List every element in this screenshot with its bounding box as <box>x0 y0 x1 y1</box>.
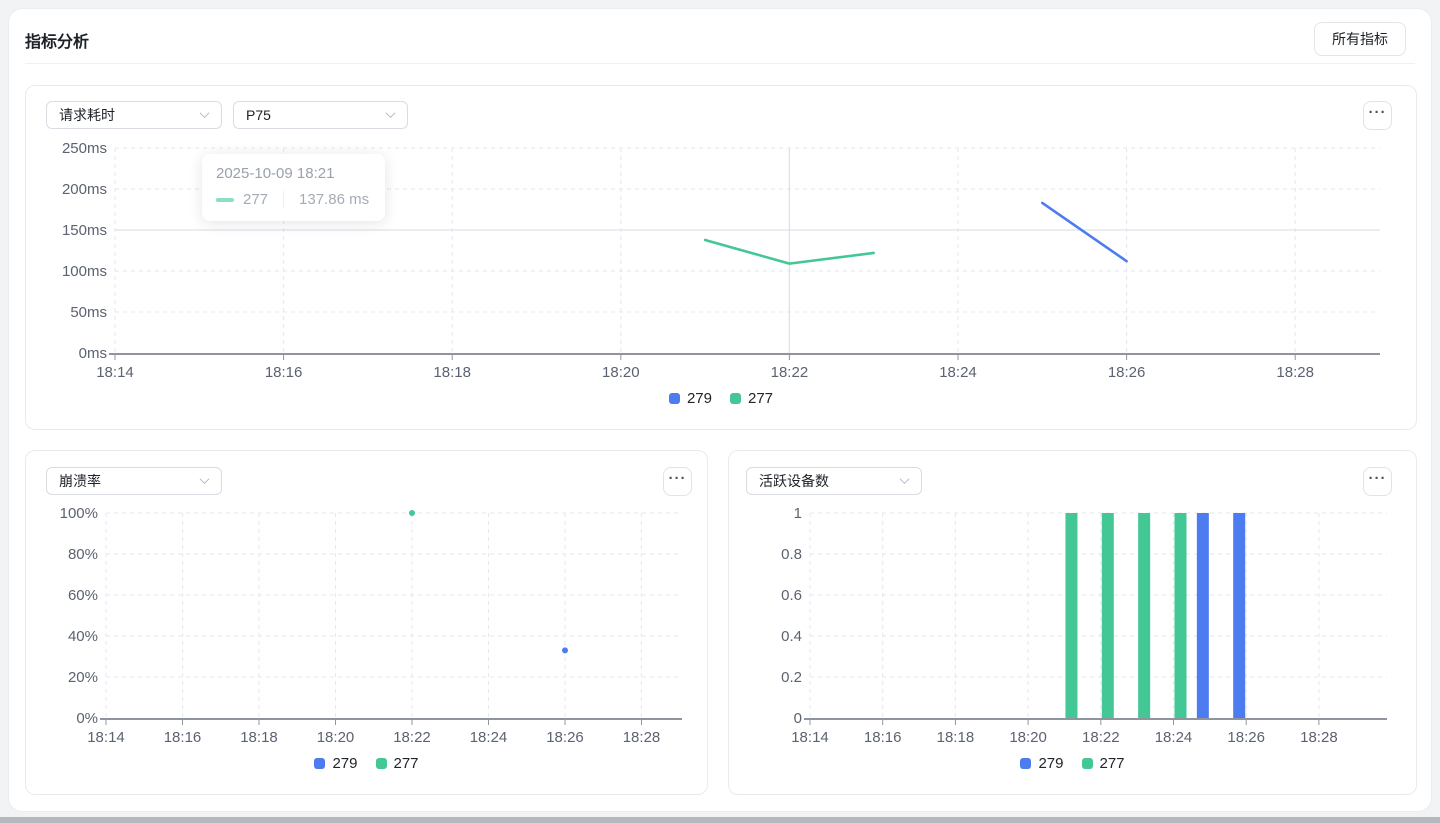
legend-swatch <box>1020 758 1032 769</box>
page-title: 指标分析 <box>25 34 90 51</box>
legend-label: 279 <box>332 755 358 772</box>
svg-text:18:18: 18:18 <box>937 729 975 746</box>
legend-swatch <box>1081 758 1093 769</box>
legend-label: 277 <box>748 390 774 407</box>
chevron-down-icon <box>899 474 910 485</box>
window-bottom-edge <box>0 817 1440 823</box>
legend-item-277[interactable]: 277 <box>730 390 773 407</box>
metric-select-value: 活跃设备数 <box>759 473 829 489</box>
chevron-down-icon <box>199 108 210 119</box>
svg-text:18:24: 18:24 <box>939 364 977 381</box>
svg-text:18:24: 18:24 <box>470 729 508 746</box>
svg-text:0ms: 0ms <box>79 345 107 362</box>
svg-text:18:26: 18:26 <box>1227 729 1265 746</box>
svg-text:18:16: 18:16 <box>265 364 303 381</box>
svg-text:50ms: 50ms <box>70 304 107 321</box>
svg-text:18:28: 18:28 <box>1300 729 1338 746</box>
svg-text:40%: 40% <box>68 628 98 645</box>
svg-text:18:20: 18:20 <box>317 729 355 746</box>
svg-text:20%: 20% <box>68 669 98 686</box>
chevron-down-icon <box>385 108 396 119</box>
svg-text:100%: 100% <box>60 505 98 522</box>
svg-text:250ms: 250ms <box>62 140 107 157</box>
tooltip-title: 2025-10-09 18:21 <box>216 165 335 182</box>
legend-swatch <box>314 758 326 769</box>
metric-select[interactable]: 请求耗时 <box>46 101 222 129</box>
svg-text:18:18: 18:18 <box>240 729 278 746</box>
legend: 279 277 <box>26 755 707 772</box>
svg-text:18:14: 18:14 <box>791 729 829 746</box>
metric-select-value: 请求耗时 <box>59 107 115 123</box>
ellipsis-icon: ··· <box>1368 469 1387 487</box>
legend-label: 279 <box>686 390 712 407</box>
latency-chart-canvas: 0ms 50ms 100ms 150ms 200ms 250ms 18:14 18:16 18:… <box>62 140 1380 381</box>
svg-text:18:26: 18:26 <box>1108 364 1146 381</box>
svg-text:18:20: 18:20 <box>1009 729 1047 746</box>
percentile-select-value: P75 <box>246 107 271 123</box>
svg-text:18:14: 18:14 <box>87 729 125 746</box>
svg-text:18:28: 18:28 <box>623 729 661 746</box>
legend-swatch <box>375 758 387 769</box>
ellipsis-icon: ··· <box>668 469 687 487</box>
svg-text:18:18: 18:18 <box>433 364 471 381</box>
svg-text:0.6: 0.6 <box>781 587 802 604</box>
latency-chart-card: 请求耗时 P75 ··· 0ms 50ms 100ms 150ms 200ms 250ms… <box>25 85 1417 430</box>
metric-select[interactable]: 崩溃率 <box>46 467 222 495</box>
svg-text:100ms: 100ms <box>62 263 107 280</box>
svg-text:200ms: 200ms <box>62 181 107 198</box>
legend-item-279[interactable]: 279 <box>1020 755 1064 772</box>
metric-analysis-panel: 指标分析 所有指标 请求耗时 P75 ··· 0ms 50ms 100ms 150ms… <box>8 8 1432 812</box>
svg-text:60%: 60% <box>68 587 98 604</box>
svg-text:150ms: 150ms <box>62 222 107 239</box>
more-options-button[interactable]: ··· <box>1363 467 1392 496</box>
header-divider <box>25 63 1415 64</box>
svg-text:18:16: 18:16 <box>864 729 902 746</box>
svg-text:18:14: 18:14 <box>96 364 134 381</box>
crash-rate-chart-card: 崩溃率 ··· 0% 20% 40% 60% 80% 100% 18:14 18:16 18:1… <box>25 450 708 795</box>
svg-text:0.8: 0.8 <box>781 546 802 563</box>
tooltip-series-marker <box>216 197 234 202</box>
metric-select[interactable]: 活跃设备数 <box>746 467 922 495</box>
legend-label: 277 <box>393 755 419 772</box>
tooltip-series-row: 277 137.86 ms <box>216 191 369 208</box>
svg-text:0.2: 0.2 <box>781 669 802 686</box>
legend-item-279[interactable]: 279 <box>314 755 358 772</box>
percentile-select[interactable]: P75 <box>233 101 408 129</box>
svg-text:18:22: 18:22 <box>1082 729 1120 746</box>
legend-label: 279 <box>1038 755 1064 772</box>
active-devices-chart-card: 活跃设备数 ··· 0 0.2 0.4 0.6 0.8 1 18:14 18:16 18:18 1… <box>728 450 1417 795</box>
active-devices-chart-canvas: 0 0.2 0.4 0.6 0.8 1 18:14 18:16 18:18 18:20 18:22 1… <box>781 505 1387 746</box>
more-options-button[interactable]: ··· <box>1363 101 1392 130</box>
svg-text:18:22: 18:22 <box>393 729 431 746</box>
metric-select-value: 崩溃率 <box>59 473 101 489</box>
legend-item-279[interactable]: 279 <box>668 390 712 407</box>
legend: 279 277 <box>729 755 1416 772</box>
legend-swatch <box>730 393 741 404</box>
svg-text:0: 0 <box>794 710 802 727</box>
svg-text:18:26: 18:26 <box>546 729 584 746</box>
svg-text:1: 1 <box>794 505 802 522</box>
svg-text:0%: 0% <box>76 710 98 727</box>
legend-swatch <box>668 393 680 404</box>
more-options-button[interactable]: ··· <box>663 467 692 496</box>
crash-rate-chart-canvas: 0% 20% 40% 60% 80% 100% 18:14 18:16 18:18 18:20 18… <box>60 505 682 746</box>
legend-item-277[interactable]: 277 <box>1081 755 1125 772</box>
svg-text:18:22: 18:22 <box>771 364 809 381</box>
svg-text:18:16: 18:16 <box>164 729 202 746</box>
all-metrics-button[interactable]: 所有指标 <box>1314 22 1406 56</box>
svg-text:18:24: 18:24 <box>1155 729 1193 746</box>
chevron-down-icon <box>199 474 210 485</box>
svg-text:0.4: 0.4 <box>781 628 802 645</box>
legend-item-277[interactable]: 277 <box>375 755 419 772</box>
svg-text:18:20: 18:20 <box>602 364 640 381</box>
svg-text:18:28: 18:28 <box>1276 364 1314 381</box>
legend: 279 277 <box>26 390 1416 407</box>
chart-tooltip: 2025-10-09 18:21 277 137.86 ms <box>202 154 386 221</box>
tooltip-series-name: 277 <box>243 191 269 208</box>
legend-label: 277 <box>1099 755 1125 772</box>
svg-text:80%: 80% <box>68 546 98 563</box>
tooltip-value: 137.86 ms <box>283 191 369 208</box>
ellipsis-icon: ··· <box>1368 103 1387 121</box>
